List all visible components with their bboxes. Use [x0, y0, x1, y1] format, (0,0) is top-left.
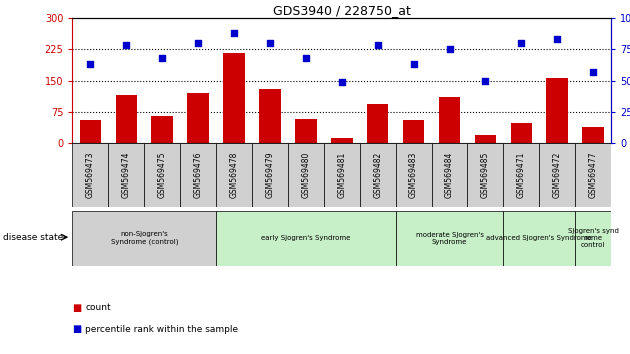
- Bar: [432, 143, 467, 207]
- Title: GDS3940 / 228750_at: GDS3940 / 228750_at: [273, 4, 411, 17]
- Bar: [151, 116, 173, 143]
- Bar: [575, 143, 611, 207]
- Bar: [360, 143, 396, 207]
- Bar: [474, 135, 496, 143]
- Point: [229, 30, 239, 36]
- Point: [193, 40, 203, 46]
- Bar: [396, 211, 503, 266]
- Bar: [331, 138, 353, 143]
- Text: GSM569477: GSM569477: [588, 152, 598, 199]
- Point: [588, 69, 598, 75]
- Bar: [503, 143, 539, 207]
- Bar: [403, 120, 425, 143]
- Point: [336, 79, 346, 85]
- Point: [408, 61, 418, 67]
- Text: moderate Sjogren's
Syndrome: moderate Sjogren's Syndrome: [416, 232, 483, 245]
- Bar: [582, 127, 604, 143]
- Point: [301, 55, 311, 61]
- Bar: [252, 143, 288, 207]
- Bar: [187, 93, 209, 143]
- Point: [516, 40, 526, 46]
- Point: [121, 42, 131, 48]
- Bar: [503, 211, 575, 266]
- Point: [372, 42, 382, 48]
- Text: GSM569476: GSM569476: [193, 152, 203, 199]
- Point: [480, 78, 490, 83]
- Point: [552, 36, 562, 42]
- Point: [85, 61, 96, 67]
- Bar: [546, 79, 568, 143]
- Bar: [539, 143, 575, 207]
- Bar: [216, 143, 252, 207]
- Text: GSM569471: GSM569471: [517, 152, 526, 199]
- Bar: [324, 143, 360, 207]
- Bar: [223, 53, 245, 143]
- Text: ■: ■: [72, 324, 82, 334]
- Text: GSM569475: GSM569475: [158, 152, 167, 199]
- Text: GSM569474: GSM569474: [122, 152, 131, 199]
- Text: GSM569484: GSM569484: [445, 152, 454, 199]
- Bar: [467, 143, 503, 207]
- Bar: [79, 120, 101, 143]
- Bar: [72, 211, 216, 266]
- Text: early Sjogren's Syndrome: early Sjogren's Syndrome: [261, 235, 350, 241]
- Text: GSM569483: GSM569483: [409, 152, 418, 199]
- Text: GSM569481: GSM569481: [337, 152, 346, 198]
- Bar: [510, 123, 532, 143]
- Text: count: count: [85, 303, 111, 313]
- Bar: [367, 104, 389, 143]
- Text: non-Sjogren's
Syndrome (control): non-Sjogren's Syndrome (control): [110, 231, 178, 245]
- Bar: [144, 143, 180, 207]
- Text: GSM569479: GSM569479: [265, 152, 275, 199]
- Bar: [575, 211, 611, 266]
- Text: GSM569480: GSM569480: [301, 152, 311, 199]
- Bar: [396, 143, 432, 207]
- Text: GSM569478: GSM569478: [229, 152, 239, 199]
- Bar: [108, 143, 144, 207]
- Bar: [438, 97, 461, 143]
- Bar: [72, 143, 108, 207]
- Bar: [295, 119, 317, 143]
- Text: ■: ■: [72, 303, 82, 313]
- Text: advanced Sjogren's Syndrome: advanced Sjogren's Syndrome: [486, 235, 592, 241]
- Point: [265, 40, 275, 46]
- Bar: [259, 89, 281, 143]
- Bar: [115, 95, 137, 143]
- Text: Sjogren's synd
rome
control: Sjogren's synd rome control: [568, 228, 619, 248]
- Text: disease state: disease state: [3, 233, 64, 242]
- Bar: [216, 211, 396, 266]
- Text: GSM569485: GSM569485: [481, 152, 490, 199]
- Bar: [288, 143, 324, 207]
- Bar: [180, 143, 216, 207]
- Point: [158, 55, 168, 61]
- Text: GSM569482: GSM569482: [373, 152, 382, 198]
- Text: percentile rank within the sample: percentile rank within the sample: [85, 325, 238, 334]
- Text: GSM569472: GSM569472: [553, 152, 562, 199]
- Point: [445, 46, 455, 52]
- Text: GSM569473: GSM569473: [86, 152, 95, 199]
